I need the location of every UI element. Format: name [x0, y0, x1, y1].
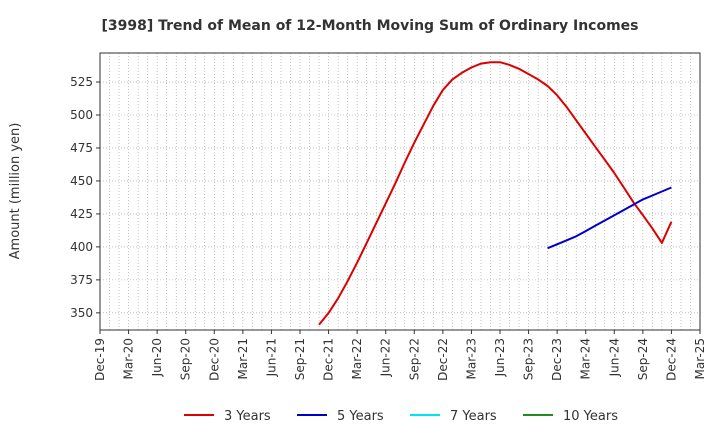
chart-title: [3998] Trend of Mean of 12-Month Moving …: [101, 18, 638, 34]
legend-label: 3 Years: [224, 409, 271, 424]
y-tick-label: 425: [70, 207, 93, 221]
x-tick-label: Dec-22: [436, 338, 450, 381]
x-tick-label: Dec-23: [550, 338, 564, 381]
x-tick-label: Sep-20: [179, 338, 193, 380]
y-tick-label: 375: [70, 273, 93, 287]
x-tick-label: Mar-22: [350, 338, 364, 379]
x-tick-label: Mar-23: [464, 338, 478, 379]
y-tick-label: 525: [70, 75, 93, 89]
x-tick-label: Mar-20: [122, 338, 136, 379]
y-tick-label: 350: [70, 306, 93, 320]
x-tick-label: Sep-23: [522, 338, 536, 380]
x-tick-label: Sep-24: [636, 338, 650, 380]
grid: [100, 53, 700, 330]
y-axis: 350 375 400 425 450 475 500 525: [70, 75, 100, 320]
x-tick-label: Jun-24: [607, 338, 621, 377]
legend-label: 7 Years: [450, 409, 497, 424]
x-tick-label: Dec-24: [664, 338, 678, 381]
y-tick-label: 475: [70, 141, 93, 155]
x-tick-label: Mar-25: [693, 338, 707, 379]
plot-frame: [99, 52, 701, 331]
x-tick-label: Dec-20: [207, 338, 221, 381]
x-tick-label: Mar-21: [236, 338, 250, 379]
x-tick-label: Jun-22: [379, 338, 393, 377]
y-tick-label: 450: [70, 174, 93, 188]
x-tick-label: Sep-21: [293, 338, 307, 380]
x-tick-label: Mar-24: [579, 338, 593, 379]
legend-label: 5 Years: [337, 409, 384, 424]
legend: 3 Years 5 Years 7 Years 10 Years: [184, 409, 618, 424]
y-tick-label: 400: [70, 240, 93, 254]
series-layer: [318, 61, 673, 326]
x-tick-label: Dec-21: [322, 338, 336, 381]
legend-label: 10 Years: [563, 409, 618, 424]
x-tick-label: Jun-20: [150, 338, 164, 377]
x-axis: Dec-19 Mar-20 Jun-20 Sep-20 Dec-20 Mar-21 Jun-…: [93, 330, 707, 381]
x-tick-label: Jun-23: [493, 338, 507, 377]
y-axis-label: Amount (million yen): [8, 123, 23, 260]
series-line-5-years: [547, 186, 672, 250]
series-line-3-years: [318, 61, 673, 326]
x-tick-label: Sep-22: [407, 338, 421, 380]
x-tick-label: Dec-19: [93, 338, 107, 381]
x-tick-label: Jun-21: [264, 338, 278, 377]
y-tick-label: 500: [70, 108, 93, 122]
